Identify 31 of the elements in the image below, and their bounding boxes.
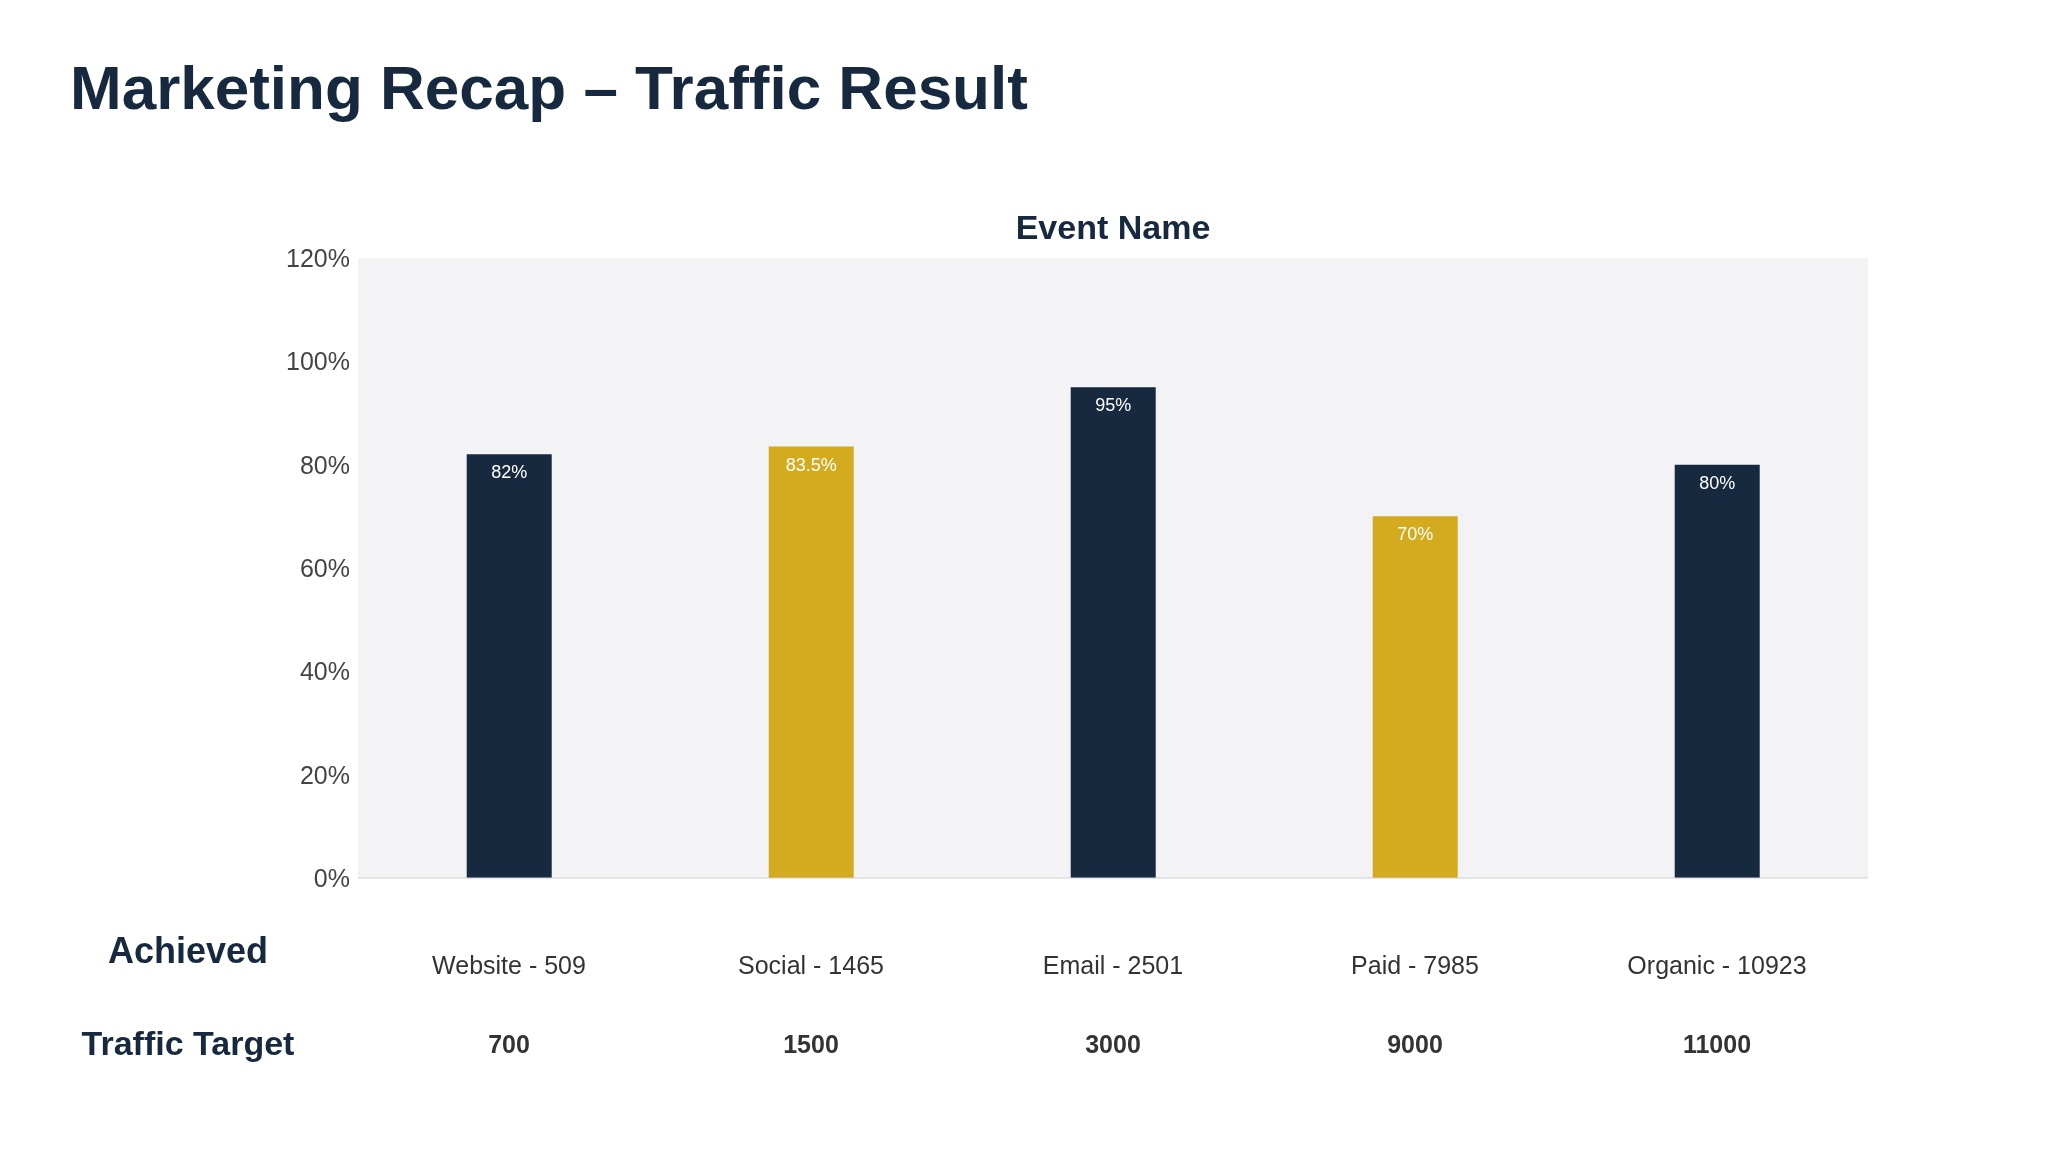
data-label: 80% — [1699, 472, 1736, 493]
chart-subtitle: Event Name — [1014, 208, 1212, 247]
text: 700 — [487, 1030, 531, 1059]
bar — [768, 446, 854, 878]
y-tick-label: 20% — [299, 760, 350, 789]
bar — [1674, 464, 1760, 878]
bar — [1372, 516, 1458, 878]
y-tick-label: 40% — [299, 657, 350, 686]
text: Traffic Target — [80, 1024, 296, 1063]
y-tick-label: 100% — [286, 347, 350, 376]
bar — [1070, 387, 1156, 878]
x-tick-label: Organic - 10923 — [1627, 950, 1807, 979]
bar — [466, 454, 552, 878]
text: 3000 — [1084, 1030, 1142, 1059]
text: Achieved — [106, 930, 270, 972]
y-tick-label: 60% — [299, 553, 350, 582]
y-tick-label: 80% — [299, 450, 350, 479]
y-tick-label: 0% — [313, 863, 350, 892]
data-label: 95% — [1095, 395, 1132, 416]
text: 1500 — [782, 1030, 840, 1059]
data-label: 82% — [491, 462, 528, 483]
x-tick-label: Website - 509 — [432, 950, 586, 979]
y-tick-label: 120% — [286, 243, 350, 272]
text: 11000 — [1681, 1030, 1753, 1059]
data-label: 70% — [1397, 524, 1434, 545]
x-tick-label: Paid - 7985 — [1351, 950, 1479, 979]
x-tick-label: Email - 2501 — [1042, 950, 1184, 979]
chart-title: Marketing Recap – Traffic Result — [70, 52, 1028, 123]
data-label: 83.5% — [785, 454, 837, 475]
x-tick-label: Social - 1465 — [738, 950, 884, 979]
text: 9000 — [1386, 1030, 1444, 1059]
